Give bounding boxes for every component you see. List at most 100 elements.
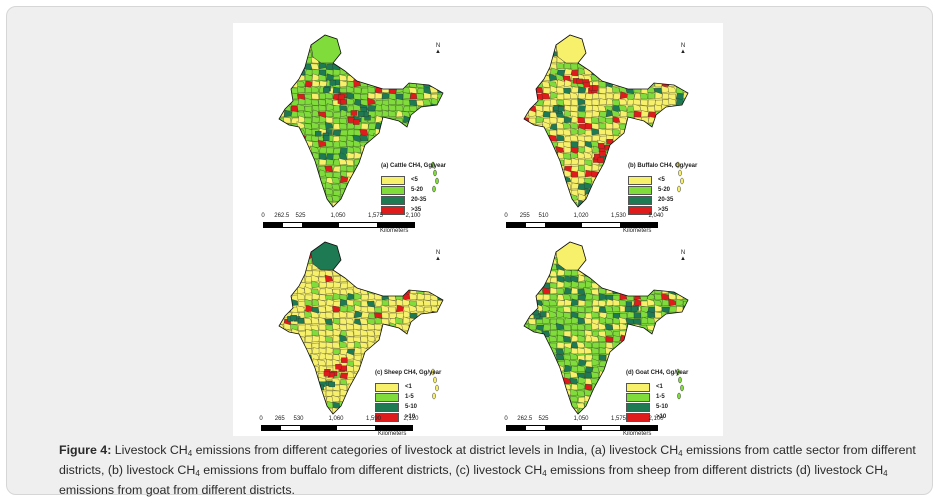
district xyxy=(535,251,544,259)
district xyxy=(360,406,369,414)
district xyxy=(395,258,404,265)
legend-title: (c) Sheep CH4, Gg/year xyxy=(375,370,442,376)
district xyxy=(402,250,412,259)
district xyxy=(367,73,376,82)
district-hotspot xyxy=(340,365,347,371)
district xyxy=(325,147,335,154)
district xyxy=(388,141,398,149)
district xyxy=(591,394,600,403)
district xyxy=(524,306,530,314)
district xyxy=(576,390,586,397)
district xyxy=(283,298,292,307)
district xyxy=(654,135,664,143)
district xyxy=(661,281,670,289)
district xyxy=(353,93,362,100)
district xyxy=(654,268,663,277)
district xyxy=(542,111,552,118)
district xyxy=(640,99,649,107)
district xyxy=(310,99,320,106)
district xyxy=(430,270,439,278)
district xyxy=(415,352,425,361)
district xyxy=(654,322,663,331)
district xyxy=(633,263,642,271)
island xyxy=(433,376,437,384)
scale-segment xyxy=(525,426,545,430)
district xyxy=(542,245,551,253)
district xyxy=(353,195,363,202)
district xyxy=(311,141,321,148)
district xyxy=(675,57,684,64)
district xyxy=(668,335,677,343)
district xyxy=(647,246,656,253)
district xyxy=(339,45,348,52)
district xyxy=(437,133,443,142)
district xyxy=(524,63,530,70)
district xyxy=(346,311,355,319)
district xyxy=(535,390,544,397)
district xyxy=(626,274,635,283)
district xyxy=(570,63,579,70)
district xyxy=(388,147,397,154)
district xyxy=(296,376,306,385)
district xyxy=(524,99,530,107)
district xyxy=(619,287,628,295)
district xyxy=(279,376,286,385)
district xyxy=(549,365,558,373)
scale-tick-label: 530 xyxy=(293,416,304,422)
district xyxy=(640,81,650,89)
district xyxy=(282,370,292,379)
district xyxy=(360,45,369,52)
scale-segment xyxy=(582,223,620,227)
district xyxy=(619,182,629,190)
district xyxy=(598,401,608,409)
district xyxy=(430,276,439,283)
district xyxy=(647,335,656,343)
district xyxy=(279,183,285,191)
district xyxy=(675,276,684,283)
district xyxy=(381,269,390,277)
district xyxy=(338,340,348,349)
district xyxy=(681,140,688,148)
legend-item: 5-20 xyxy=(381,185,491,195)
district xyxy=(598,183,608,190)
district xyxy=(339,49,348,58)
district xyxy=(279,406,285,414)
district xyxy=(279,276,285,284)
district xyxy=(668,346,677,355)
district xyxy=(360,242,370,248)
district xyxy=(394,146,404,154)
district xyxy=(612,105,621,112)
district xyxy=(387,269,397,277)
district xyxy=(430,74,440,82)
district xyxy=(654,275,663,283)
district xyxy=(279,86,285,94)
district xyxy=(605,199,614,207)
district xyxy=(527,300,537,308)
figure-caption: Figure 4: Livestock CH4 emissions from d… xyxy=(59,443,916,497)
district xyxy=(297,395,307,403)
district xyxy=(618,158,628,166)
district xyxy=(409,121,418,130)
district xyxy=(528,38,537,46)
district xyxy=(423,280,432,289)
district xyxy=(542,353,551,361)
district xyxy=(283,390,292,398)
district xyxy=(279,341,285,349)
district xyxy=(528,402,538,410)
district xyxy=(591,38,601,46)
district xyxy=(297,251,306,259)
district xyxy=(279,396,285,404)
district xyxy=(605,342,614,349)
district xyxy=(387,121,397,130)
district xyxy=(352,401,362,409)
district xyxy=(653,242,663,247)
district xyxy=(283,244,292,253)
district xyxy=(639,35,649,40)
district xyxy=(395,38,404,46)
district xyxy=(598,63,608,70)
district xyxy=(541,188,551,196)
district xyxy=(577,306,586,313)
legend-item: <5 xyxy=(381,175,491,185)
district xyxy=(283,276,292,284)
district xyxy=(675,312,684,319)
